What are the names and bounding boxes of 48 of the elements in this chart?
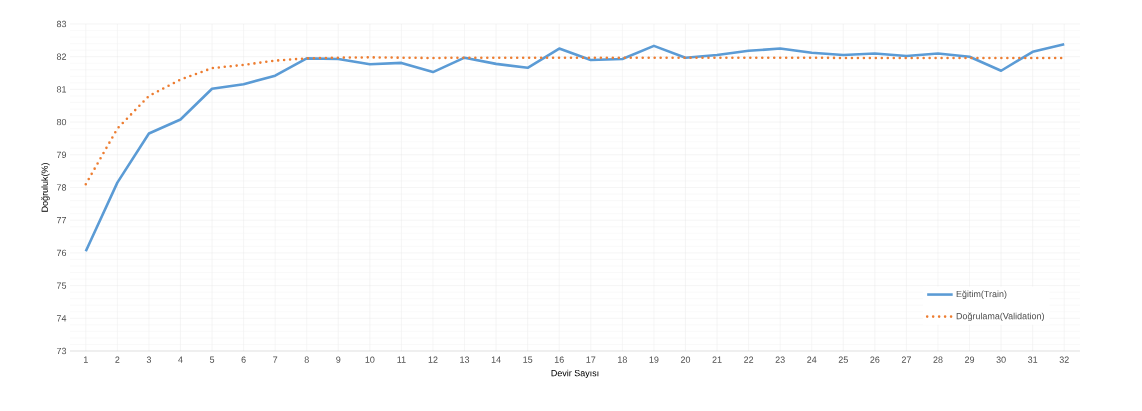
y-axis-title: Doğruluk(%) xyxy=(41,163,50,212)
x-tick-label: 27 xyxy=(901,356,911,363)
x-tick-label: 22 xyxy=(744,356,754,363)
x-tick-label: 19 xyxy=(649,356,659,363)
x-axis-title: Devir Sayısı xyxy=(551,369,599,379)
line-series xyxy=(84,42,1066,253)
x-tick-label: 2 xyxy=(115,356,120,363)
y-tick-label: 83 xyxy=(56,20,67,28)
legend-label: Doğrulama(Validation) xyxy=(956,312,1044,322)
x-tick-label: 12 xyxy=(428,356,438,363)
x-tick-label: 8 xyxy=(304,356,309,363)
y-tick-label: 78 xyxy=(56,184,67,191)
x-tick-label: 6 xyxy=(241,356,246,363)
y-tick-label: 76 xyxy=(56,249,67,257)
x-tick-label: 4 xyxy=(178,356,183,363)
y-tick-label: 74 xyxy=(56,315,67,322)
x-tick-label: 25 xyxy=(838,356,848,363)
y-tick-label: 73 xyxy=(56,347,67,355)
x-tick-label: 24 xyxy=(807,356,817,363)
x-tick-label: 7 xyxy=(273,356,278,363)
y-tick-label: 75 xyxy=(56,282,67,289)
x-tick-label: 9 xyxy=(336,356,341,363)
x-tick-label: 13 xyxy=(460,356,470,363)
x-tick-label: 11 xyxy=(397,356,406,363)
x-tick-label: 10 xyxy=(365,356,375,363)
x-tick-label: 18 xyxy=(618,356,627,363)
x-tick-label: 23 xyxy=(775,356,785,363)
x-tick-label: 31 xyxy=(1028,356,1038,363)
x-tick-label: 1 xyxy=(83,356,88,363)
x-tick-label: 16 xyxy=(554,356,564,363)
x-tick-label: 21 xyxy=(712,356,722,363)
x-tick-label: 28 xyxy=(933,356,943,363)
y-tick-label: 80 xyxy=(56,118,67,126)
x-tick-label: 14 xyxy=(491,356,501,363)
x-tick-label: 15 xyxy=(523,356,533,363)
y-tick-label: 77 xyxy=(56,217,67,224)
y-tick-label: 79 xyxy=(56,151,67,158)
x-tick-label: 32 xyxy=(1059,356,1069,363)
x-tick-label: 30 xyxy=(996,356,1006,363)
y-tick-label: 82 xyxy=(56,53,67,60)
x-tick-label: 17 xyxy=(586,356,596,363)
x-tick-label: 26 xyxy=(870,356,880,363)
y-tick-label: 81 xyxy=(56,86,67,93)
legend-label: Eğitim(Train) xyxy=(956,290,1007,299)
x-tick-label: 3 xyxy=(146,356,152,363)
x-tick-label: 20 xyxy=(680,356,691,363)
x-tick-label: 29 xyxy=(965,356,975,363)
x-tick-label: 5 xyxy=(209,356,215,363)
